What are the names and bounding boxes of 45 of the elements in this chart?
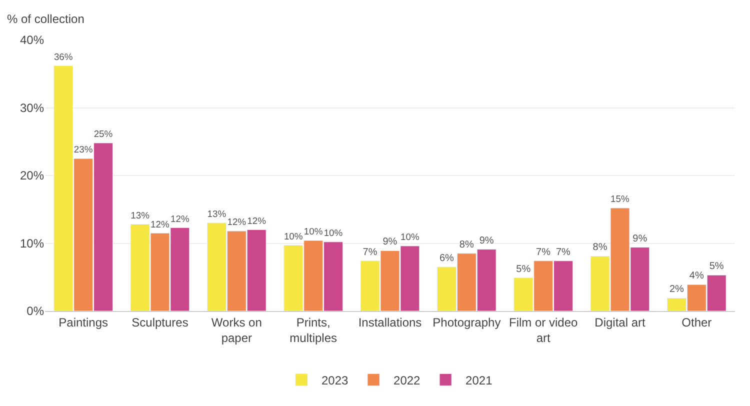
y-axis-title: % of collection [7,12,84,26]
data-label: 12% [247,214,267,226]
x-tick-label: Other [682,315,712,330]
data-label: 8% [592,242,608,254]
data-label: 10% [400,231,420,242]
x-tick-label: Prints, multiples [290,315,338,345]
y-tick-label: 0% [26,304,44,318]
x-tick-label: Sculptures [132,315,188,330]
data-label: 7% [362,246,378,258]
data-label: 9% [632,233,648,244]
x-tick-label: Works on paper [211,315,262,345]
data-label: 12% [150,218,170,230]
data-label: 10% [304,226,324,237]
x-tick-label: Film or video art [508,315,578,345]
data-label: 12% [170,212,190,224]
y-tick-label: 20% [20,168,44,183]
data-label: 6% [439,252,454,264]
y-tick-label: 40% [20,33,44,48]
x-tick-label: Paintings [58,315,108,330]
legend-label: 2021 [466,373,493,388]
data-label: 7% [556,246,571,258]
data-label: 12% [227,216,247,228]
data-label: 23% [74,144,94,155]
data-label: 36% [54,50,74,62]
x-tick-label: Digital art [594,315,646,330]
data-label: 15% [610,193,630,204]
data-label: 13% [207,208,227,220]
legend-label: 2022 [394,373,421,388]
data-label: 2% [669,284,684,296]
data-label: 5% [516,264,531,275]
data-label: 13% [130,209,150,220]
data-label: 4% [689,270,704,282]
legend-label: 2023 [322,373,349,388]
data-label: 10% [324,227,344,238]
x-tick-label: Installations [358,315,422,330]
data-label: 5% [709,261,724,272]
data-label: 7% [536,246,551,258]
data-label: 8% [459,239,474,250]
y-tick-label: 10% [20,236,44,250]
data-label: 25% [94,128,114,140]
data-label: 9% [479,235,494,246]
data-label: 9% [382,236,398,248]
y-tick-label: 30% [20,100,44,115]
data-label: 10% [284,230,304,242]
x-tick-label: Photography [432,315,501,330]
